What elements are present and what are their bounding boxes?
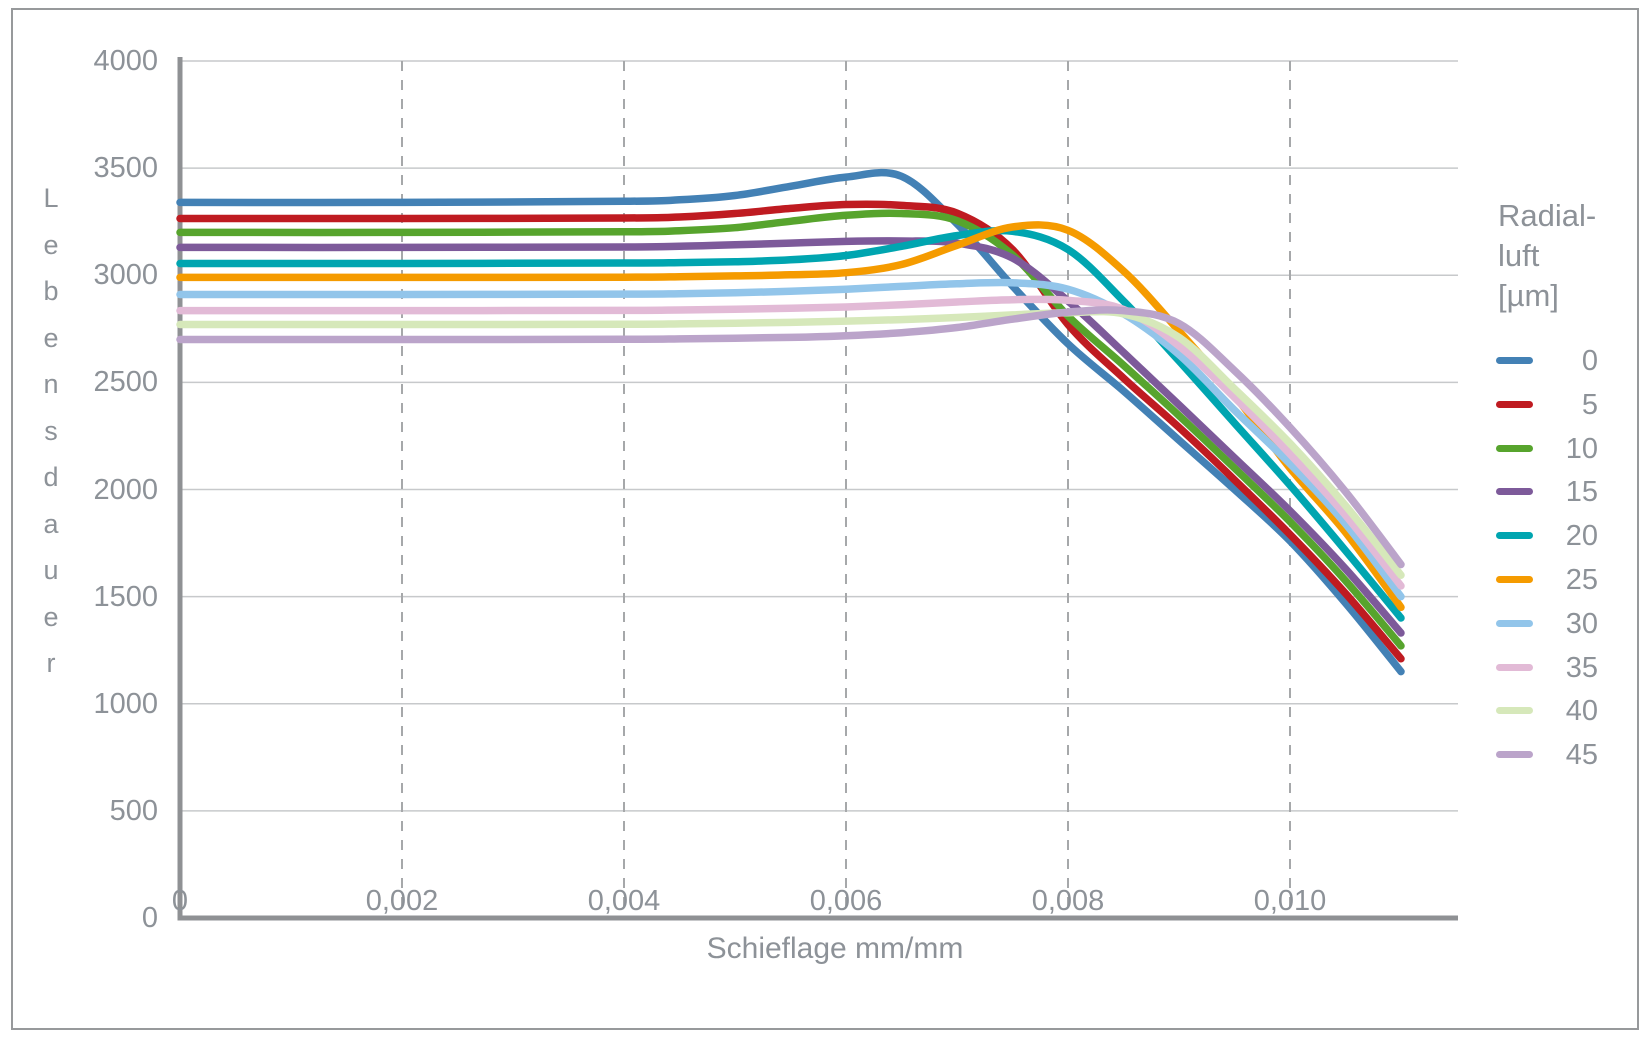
y-axis-title-letter: e (43, 229, 59, 260)
legend-swatch-0 (1496, 357, 1533, 364)
series-line-radialluft-40 (176, 307, 1405, 579)
legend-entry-20: 20 (1496, 518, 1606, 554)
legend-label-45: 45 (1565, 739, 1598, 772)
x-tick-label-0,010: 0,010 (1253, 885, 1327, 917)
y-axis-title-letter: n (43, 369, 59, 399)
legend-title-line-3: [µm] (1498, 278, 1559, 313)
legend-swatch-45 (1496, 751, 1533, 759)
legend-entry-0: 0 (1496, 343, 1606, 379)
y-axis-title-letter: d (43, 462, 59, 492)
legend-entry-25: 25 (1496, 562, 1606, 598)
legend-label-25: 25 (1565, 564, 1598, 596)
legend-swatch-35 (1496, 663, 1533, 671)
series-line-radialluft-10 (176, 209, 1405, 650)
legend-entry-35: 35 (1496, 650, 1606, 686)
x-tick-label-0,002: 0,002 (365, 885, 439, 917)
series-line-radialluft-5 (176, 200, 1405, 663)
legend-label-20: 20 (1565, 520, 1598, 553)
y-axis-title-letter: r (46, 648, 56, 678)
x-tick-label-0: 0 (171, 885, 189, 917)
y-tick-label-0: 0 (141, 902, 158, 934)
x-tick-label-0,004: 0,004 (587, 885, 661, 917)
legend-entry-15: 15 (1496, 474, 1606, 510)
legend-label-30: 30 (1565, 607, 1598, 640)
legend-label-35: 35 (1565, 651, 1598, 684)
legend-swatch-15 (1496, 488, 1533, 496)
y-tick-label-2000: 2000 (93, 473, 158, 506)
series-line-radialluft-30 (176, 278, 1405, 601)
legend-entry-30: 30 (1496, 606, 1606, 642)
legend-swatch-20 (1496, 532, 1533, 540)
y-tick-label-3000: 3000 (93, 259, 158, 292)
y-tick-label-1000: 1000 (93, 687, 158, 720)
legend-entry-45: 45 (1496, 737, 1606, 773)
y-tick-label-2500: 2500 (93, 366, 158, 399)
legend-entry-10: 10 (1496, 431, 1606, 467)
legend-title-line-1: Radial- (1498, 198, 1597, 233)
y-tick-label-3500: 3500 (93, 152, 158, 185)
y-axis-title-letter: e (43, 601, 59, 632)
legend-entry-5: 5 (1496, 387, 1606, 423)
legend-swatch-30 (1496, 619, 1533, 627)
legend-label-5: 5 (1581, 388, 1598, 421)
x-tick-label-0,006: 0,006 (809, 885, 883, 917)
legend-label-40: 40 (1565, 695, 1598, 728)
series-line-radialluft-20 (176, 226, 1405, 622)
legend-label-10: 10 (1565, 432, 1598, 465)
y-axis-title-letter: u (43, 555, 59, 585)
series-line-radialluft-45 (176, 306, 1405, 569)
x-axis-title: Schieflage mm/mm (706, 932, 964, 965)
y-axis-title-letter: L (43, 183, 59, 213)
y-tick-label-500: 500 (109, 794, 158, 827)
y-axis-title-letter: b (43, 276, 59, 306)
y-axis-title-letter: a (43, 508, 59, 539)
y-axis-title-letter: s (44, 415, 58, 446)
series-line-radialluft-15 (176, 237, 1405, 637)
series-line-radialluft-25 (176, 221, 1405, 612)
legend-title: Radial- luft [µm] (1498, 196, 1596, 316)
y-axis-title-letter: e (43, 322, 59, 353)
legend-title-line-2: luft (1498, 238, 1540, 273)
y-tick-label-4000: 4000 (93, 45, 158, 77)
legend-label-0: 0 (1581, 345, 1598, 377)
legend-swatch-40 (1496, 707, 1533, 715)
y-tick-label-1500: 1500 (93, 580, 158, 613)
legend-swatch-25 (1496, 576, 1533, 583)
legend-swatch-10 (1496, 444, 1533, 452)
legend-swatch-5 (1496, 400, 1533, 408)
x-tick-label-0,008: 0,008 (1031, 885, 1105, 917)
legend-entry-40: 40 (1496, 693, 1606, 729)
legend-label-15: 15 (1565, 476, 1598, 509)
series-line-radialluft-35 (176, 295, 1405, 590)
